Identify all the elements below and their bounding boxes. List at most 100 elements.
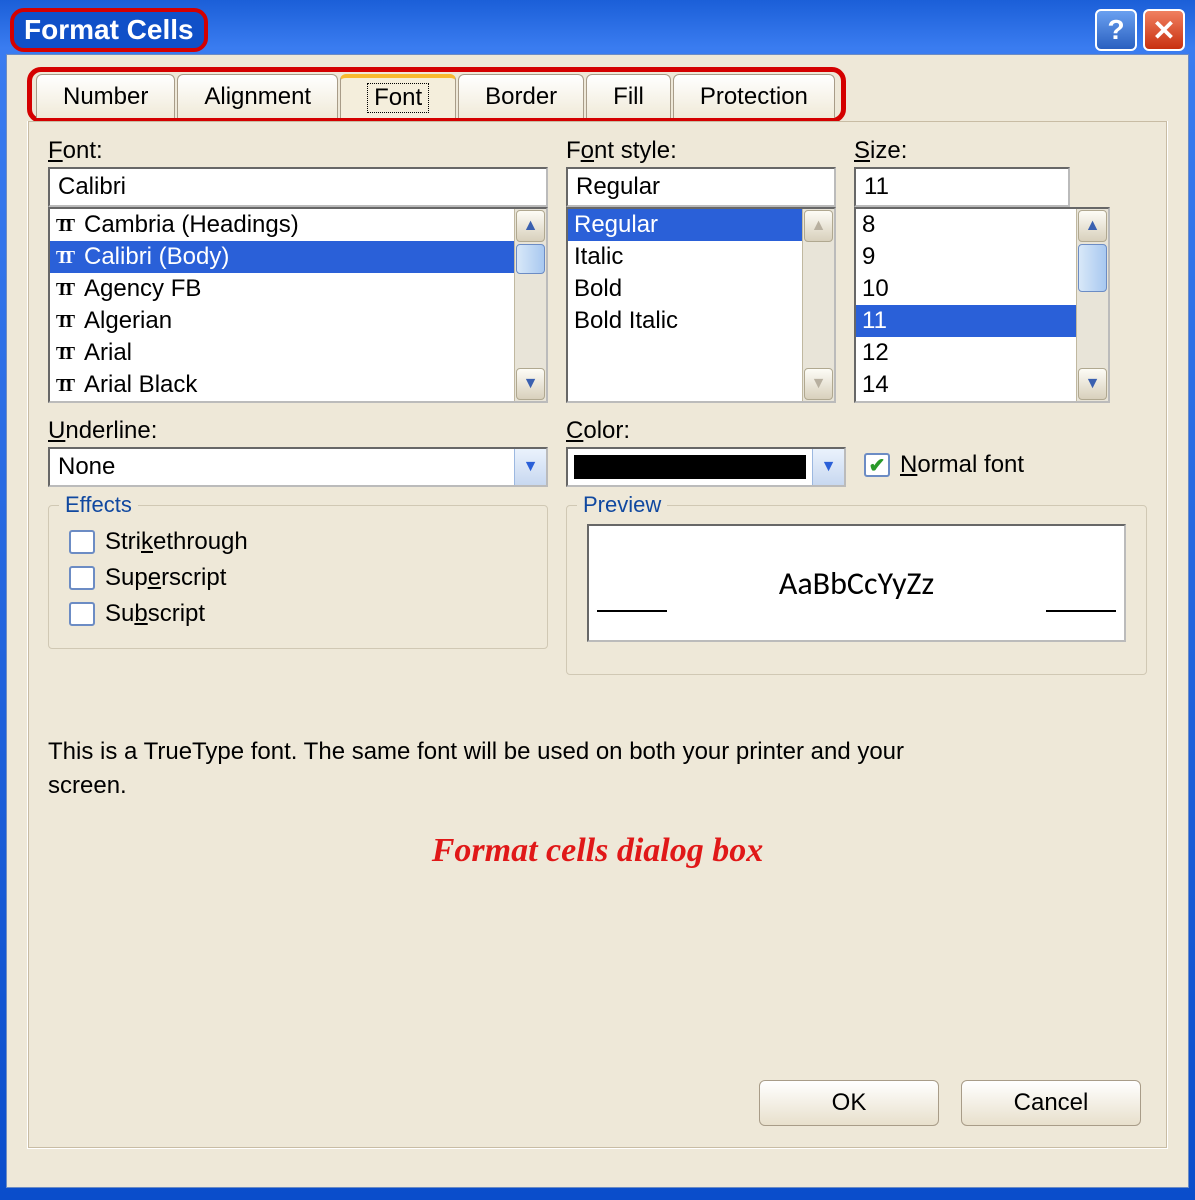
truetype-icon: TT bbox=[56, 375, 78, 396]
tab-protection[interactable]: Protection bbox=[673, 74, 835, 118]
truetype-icon: TT bbox=[56, 215, 78, 236]
tab-font[interactable]: Font bbox=[340, 74, 456, 118]
chevron-down-icon[interactable]: ▼ bbox=[812, 449, 844, 485]
list-item-label: Agency FB bbox=[84, 275, 201, 303]
tab-strip: Number Alignment Font Border Fill Protec… bbox=[27, 67, 846, 123]
scrollbar[interactable]: ▲ ▼ bbox=[1076, 209, 1108, 401]
list-item[interactable]: TT Algerian bbox=[50, 305, 514, 337]
underline-label: Underline: bbox=[48, 417, 548, 445]
dialog-buttons: OK Cancel bbox=[737, 1080, 1141, 1126]
list-item[interactable]: 10 bbox=[856, 273, 1076, 305]
scroll-down-icon[interactable]: ▼ bbox=[516, 368, 545, 400]
list-item[interactable]: 9 bbox=[856, 241, 1076, 273]
truetype-icon: TT bbox=[56, 279, 78, 300]
scrollbar: ▲ ▼ bbox=[802, 209, 834, 401]
style-listbox[interactable]: Regular Italic Bold Bold Italic ▲ ▼ bbox=[566, 207, 836, 403]
subscript-checkbox[interactable]: Subscript bbox=[69, 596, 527, 632]
scrollbar[interactable]: ▲ ▼ bbox=[514, 209, 546, 401]
ok-button[interactable]: OK bbox=[759, 1080, 939, 1126]
list-item-label: 11 bbox=[862, 307, 887, 335]
strikethrough-checkbox[interactable]: Strikethrough bbox=[69, 524, 527, 560]
list-item[interactable]: TT Calibri (Body) bbox=[50, 241, 514, 273]
help-button[interactable]: ? bbox=[1095, 9, 1137, 51]
tab-label: Border bbox=[485, 83, 557, 111]
scroll-up-icon[interactable]: ▲ bbox=[516, 210, 545, 242]
list-item-label: 12 bbox=[862, 339, 889, 367]
tab-label: Alignment bbox=[204, 83, 311, 111]
list-item[interactable]: 8 bbox=[856, 209, 1076, 241]
color-combo[interactable]: ▼ bbox=[566, 447, 846, 487]
font-label: Font: bbox=[48, 137, 548, 165]
font-list[interactable]: TT Cambria (Headings) TT Calibri (Body) TT… bbox=[50, 209, 514, 401]
color-label: Color: bbox=[566, 417, 846, 445]
checkbox-icon bbox=[69, 566, 95, 590]
close-button[interactable]: ✕ bbox=[1143, 9, 1185, 51]
list-item[interactable]: Bold bbox=[568, 273, 802, 305]
list-item[interactable]: 14 bbox=[856, 369, 1076, 401]
titlebar[interactable]: Format Cells ? ✕ bbox=[6, 6, 1189, 54]
list-item[interactable]: TTArial bbox=[50, 337, 514, 369]
tab-fill[interactable]: Fill bbox=[586, 74, 671, 118]
list-item-label: Bold Italic bbox=[574, 307, 678, 335]
list-item[interactable]: TT Agency FB bbox=[50, 273, 514, 305]
cancel-button[interactable]: Cancel bbox=[961, 1080, 1141, 1126]
tab-label: Font bbox=[367, 83, 429, 113]
size-input[interactable] bbox=[854, 167, 1070, 207]
list-item[interactable]: 12 bbox=[856, 337, 1076, 369]
list-item-label: 14 bbox=[862, 371, 889, 399]
font-listbox[interactable]: TT Cambria (Headings) TT Calibri (Body) TT… bbox=[48, 207, 548, 403]
scroll-track[interactable] bbox=[515, 275, 546, 367]
tab-number[interactable]: Number bbox=[36, 74, 175, 118]
tab-label: Number bbox=[63, 83, 148, 111]
preview-legend: Preview bbox=[577, 492, 667, 518]
checkbox-icon bbox=[69, 602, 95, 626]
help-icon: ? bbox=[1107, 14, 1124, 46]
underline-combo[interactable]: None ▼ bbox=[48, 447, 548, 487]
list-item[interactable]: Italic bbox=[568, 241, 802, 273]
scroll-down-icon[interactable]: ▼ bbox=[1078, 368, 1107, 400]
underline-value: None bbox=[50, 449, 514, 485]
tab-border[interactable]: Border bbox=[458, 74, 584, 118]
font-description: This is a TrueType font. The same font w… bbox=[48, 735, 988, 802]
scroll-thumb[interactable] bbox=[516, 244, 545, 274]
list-item-label: Cambria (Headings) bbox=[84, 211, 299, 239]
effects-group: Effects Strikethrough Superscript Subscr… bbox=[48, 505, 548, 649]
scroll-down-icon: ▼ bbox=[804, 368, 833, 400]
list-item[interactable]: Regular bbox=[568, 209, 802, 241]
scroll-up-icon: ▲ bbox=[804, 210, 833, 242]
list-item-label: 9 bbox=[862, 243, 875, 271]
list-item-label: Algerian bbox=[84, 307, 172, 335]
annotation-caption: Format cells dialog box bbox=[48, 832, 1147, 870]
normal-font-checkbox[interactable]: ✔ Normal font bbox=[864, 447, 1024, 483]
superscript-checkbox[interactable]: Superscript bbox=[69, 560, 527, 596]
tab-label: Protection bbox=[700, 83, 808, 111]
dialog-body: Number Alignment Font Border Fill Protec… bbox=[6, 54, 1189, 1188]
list-item[interactable]: TT Arial Black bbox=[50, 369, 514, 401]
tab-label: Fill bbox=[613, 83, 644, 111]
font-panel: Font: TT Cambria (Headings) TT Calibri (Bo… bbox=[27, 121, 1168, 1149]
list-item-label: Arial Black bbox=[84, 371, 197, 399]
scroll-track bbox=[803, 243, 834, 367]
font-input[interactable] bbox=[48, 167, 548, 207]
truetype-icon: TT bbox=[56, 311, 78, 332]
list-item-label: Arial bbox=[84, 339, 132, 367]
list-item-label: 10 bbox=[862, 275, 889, 303]
tab-alignment[interactable]: Alignment bbox=[177, 74, 338, 118]
list-item[interactable]: Bold Italic bbox=[568, 305, 802, 337]
scroll-up-icon[interactable]: ▲ bbox=[1078, 210, 1107, 242]
font-style-input[interactable] bbox=[566, 167, 836, 207]
chevron-down-icon[interactable]: ▼ bbox=[514, 449, 546, 485]
list-item-label: Calibri (Body) bbox=[84, 243, 229, 271]
style-list[interactable]: Regular Italic Bold Bold Italic bbox=[568, 209, 802, 401]
truetype-icon: TT bbox=[56, 247, 78, 268]
window-title: Format Cells bbox=[10, 8, 208, 52]
scroll-track[interactable] bbox=[1077, 293, 1108, 367]
list-item-label: 8 bbox=[862, 211, 875, 239]
list-item[interactable]: 11 bbox=[856, 305, 1076, 337]
size-list[interactable]: 8 9 10 11 12 14 bbox=[856, 209, 1076, 401]
scroll-thumb[interactable] bbox=[1078, 244, 1107, 292]
list-item[interactable]: TT Cambria (Headings) bbox=[50, 209, 514, 241]
color-swatch bbox=[574, 455, 806, 479]
size-listbox[interactable]: 8 9 10 11 12 14 ▲ ▼ bbox=[854, 207, 1110, 403]
list-item-label: Bold bbox=[574, 275, 622, 303]
